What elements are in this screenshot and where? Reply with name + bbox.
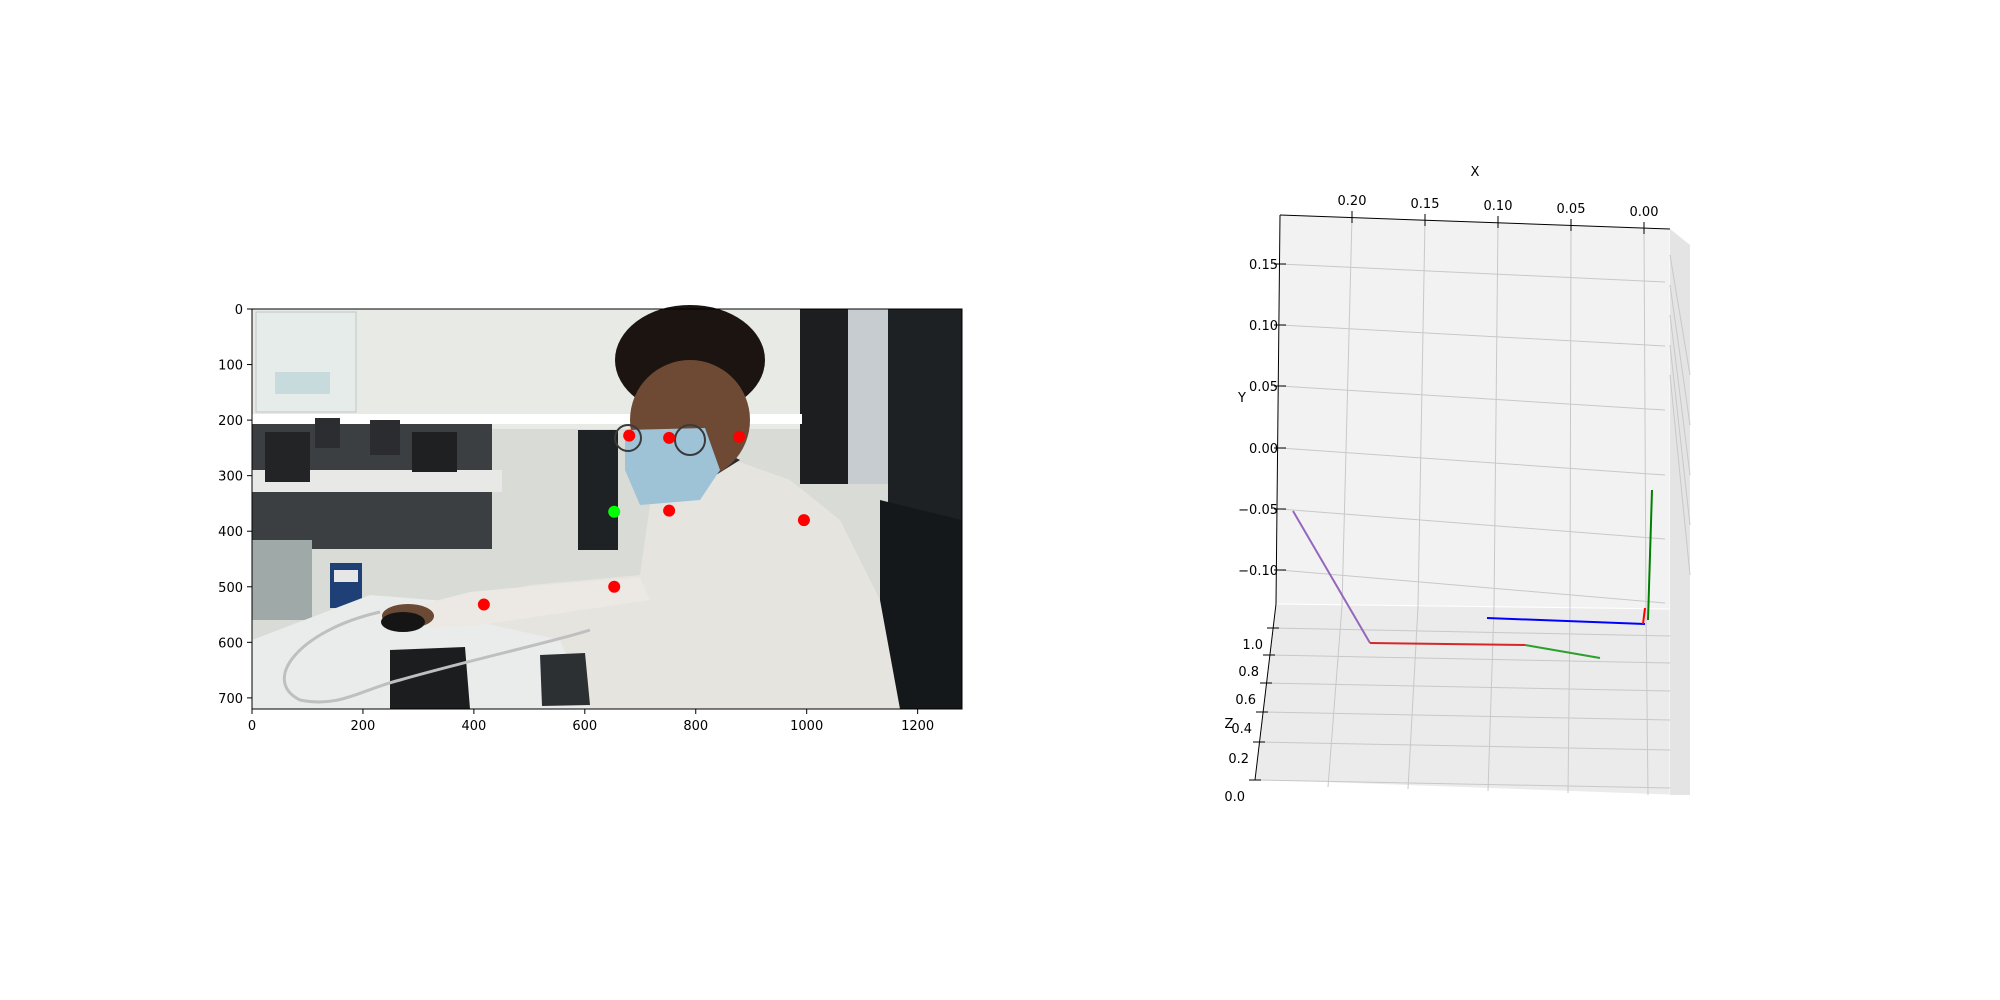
grid-line <box>1643 227 1647 610</box>
grid-line <box>1487 606 1495 792</box>
image-x-tick-label: 400 <box>461 719 486 734</box>
image-x-ticks: 0 200 400 600 800 1000 1200 <box>248 709 934 734</box>
floor-pane <box>1254 603 1671 796</box>
grid-line <box>1279 324 1666 347</box>
keypoint-red <box>733 430 746 443</box>
image-y-tick-label: 600 <box>218 636 243 651</box>
image-x-tick-label: 800 <box>683 719 708 734</box>
3d-segment <box>1647 489 1653 621</box>
grid-line <box>1569 224 1572 609</box>
grid-line <box>1669 344 1691 526</box>
keypoint-red <box>477 598 490 611</box>
grid-line <box>1327 605 1343 788</box>
z-tick-label: 0.8 <box>1238 665 1259 680</box>
y-tick-label: −0.10 <box>1238 564 1278 579</box>
keypoint-red <box>663 504 676 517</box>
grid-line <box>1265 682 1671 692</box>
y-axis-label: Y <box>1237 391 1246 406</box>
image-y-tick-label: 100 <box>218 359 243 374</box>
keypoint-red <box>608 580 621 593</box>
grid-line <box>1279 385 1666 411</box>
x-tick-label: 0.00 <box>1630 205 1659 220</box>
grid-line <box>1254 779 1671 789</box>
grid-line <box>1567 607 1571 794</box>
image-x-tick-label: 0 <box>248 719 256 734</box>
grid-line <box>1261 711 1671 721</box>
image-y-tick-label: 700 <box>218 692 243 707</box>
image-x-tick-label: 200 <box>351 719 376 734</box>
y-tick-label: 0.05 <box>1249 380 1278 395</box>
image-y-tick-label: 400 <box>218 525 243 540</box>
3d-segment <box>1486 617 1646 625</box>
keypoint-green <box>608 505 621 518</box>
keypoint-red <box>623 429 636 442</box>
grid-line <box>1669 284 1691 426</box>
image-y-tick-label: 200 <box>218 414 243 429</box>
grid-line <box>1341 216 1353 607</box>
image-keypoints <box>477 429 810 611</box>
3d-line-segments <box>1292 489 1653 659</box>
z-axis-label: Z <box>1225 717 1234 732</box>
3d-segment <box>1369 642 1526 646</box>
x-tick-label: 0.20 <box>1338 194 1367 209</box>
3d-segment <box>1292 510 1371 644</box>
image-y-tick-label: 0 <box>235 303 243 318</box>
x-axis-line <box>1279 214 1671 230</box>
y-tick-label: 0.00 <box>1249 442 1278 457</box>
image-y-ticks: 0 100 200 300 400 500 600 700 <box>218 303 252 707</box>
grid-line <box>1645 608 1649 796</box>
image-frame <box>251 308 963 710</box>
3d-segment <box>1642 607 1646 625</box>
grid-line <box>1279 263 1666 283</box>
back-pane <box>1275 214 1671 610</box>
grid-line <box>1493 221 1499 608</box>
image-y-tick-label: 500 <box>218 581 243 596</box>
image-x-tick-label: 1200 <box>901 719 934 734</box>
grid-line <box>1279 508 1666 540</box>
image-panel: 0 200 400 600 800 1000 1200 0 100 200 300 400 500 60… <box>218 303 963 734</box>
grid-line <box>1258 741 1671 751</box>
grid-line <box>1669 254 1691 376</box>
grid-line <box>1417 219 1426 608</box>
side-pane <box>1670 229 1690 795</box>
image-x-tick-label: 1000 <box>790 719 823 734</box>
z-tick-label: 0.4 <box>1231 722 1252 737</box>
grid-lines <box>1254 216 1691 796</box>
z-tick-label: 1.0 <box>1242 638 1263 653</box>
grid-line <box>1407 606 1419 790</box>
3d-segment <box>1524 644 1601 659</box>
y-tick-label: 0.15 <box>1249 258 1278 273</box>
x-axis-label: X <box>1471 165 1480 180</box>
x-tick-label: 0.05 <box>1557 202 1586 217</box>
grid-line <box>1272 627 1671 637</box>
image-y-tick-label: 300 <box>218 470 243 485</box>
image-x-tick-label: 600 <box>572 719 597 734</box>
x-tick-label: 0.15 <box>1411 197 1440 212</box>
keypoint-red <box>797 514 810 527</box>
grid-line <box>1279 447 1666 476</box>
grid-line <box>1268 654 1671 664</box>
z-tick-label: 0.6 <box>1235 693 1256 708</box>
y-axis-line <box>1275 214 1281 605</box>
office-photo <box>252 305 962 709</box>
y-tick-label: −0.05 <box>1238 503 1278 518</box>
y-tick-label: 0.10 <box>1249 319 1278 334</box>
grid-line <box>1669 374 1691 576</box>
grid-line <box>1279 569 1666 604</box>
3d-plot-panel: 0.20 0.15 0.10 0.05 0.00 0.15 0.10 0.05 0.00 −0.0… <box>1224 165 1691 805</box>
3d-ticks: 0.20 0.15 0.10 0.05 0.00 0.15 0.10 0.05 0.00 −0.0… <box>1224 194 1658 805</box>
keypoint-red <box>663 431 676 444</box>
z-tick-label: 0.2 <box>1228 752 1249 767</box>
grid-line <box>1669 314 1691 476</box>
z-tick-label: 0.0 <box>1224 790 1245 805</box>
x-tick-label: 0.10 <box>1484 199 1513 214</box>
z-axis-line <box>1254 603 1277 781</box>
